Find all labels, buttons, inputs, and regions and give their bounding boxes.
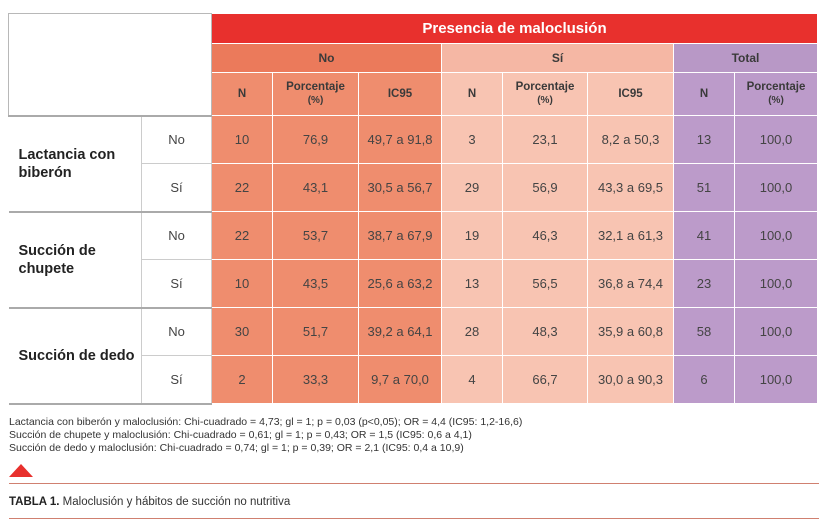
- caption-text: Maloclusión y hábitos de succión no nutr…: [59, 496, 291, 508]
- table-cell: 29: [441, 163, 503, 212]
- table-cell: 100,0: [734, 307, 818, 356]
- table-cell: 30: [211, 307, 273, 356]
- table-cell: 51: [673, 163, 735, 212]
- col-header-n: N: [211, 72, 273, 116]
- table-cell: 22: [211, 211, 273, 260]
- table-cell: 33,3: [272, 355, 359, 404]
- table-cell: 3: [441, 115, 503, 164]
- table-caption: TABLA 1. Maloclusión y hábitos de succió…: [9, 496, 290, 508]
- col-header-ic95: IC95: [358, 72, 442, 116]
- triangle-marker-icon: [9, 464, 33, 477]
- table-cell: 30,0 a 90,3: [587, 355, 674, 404]
- caption-label: TABLA 1.: [9, 496, 60, 508]
- table-cell: 58: [673, 307, 735, 356]
- table-row: Sí 22 43,1 30,5 a 56,7 29 56,9 43,3 a 69…: [9, 163, 818, 213]
- table-row: Lactancia con biberón No 10 76,9 49,7 a …: [8, 114, 818, 213]
- table-cell: 8,2 a 50,3: [587, 115, 674, 164]
- row-group-label: Lactancia con biberón: [8, 114, 142, 213]
- empty-corner-cell: [8, 13, 212, 116]
- table-row: Sí 2 33,3 9,7 a 70,0 4 66,7 30,0 a 90,3 …: [9, 355, 818, 405]
- table-cell: 49,7 a 91,8: [358, 115, 442, 164]
- table-cell: 35,9 a 60,8: [587, 307, 674, 356]
- table-cell: 23,1: [502, 115, 588, 164]
- col-header-percentage: Porcentaje (%): [502, 72, 588, 116]
- table-cell: 13: [441, 259, 503, 308]
- table-cell: 10: [211, 115, 273, 164]
- table-cell: 56,9: [502, 163, 588, 212]
- data-table-container: Presencia de maloclusión No Sí Total N P…: [8, 13, 818, 405]
- table-cell: 43,3 a 69,5: [587, 163, 674, 212]
- col-header-percentage: Porcentaje (%): [272, 72, 359, 116]
- table-cell: 9,7 a 70,0: [358, 355, 442, 404]
- malocclusion-table: Presencia de maloclusión No Sí Total N P…: [8, 13, 818, 405]
- note-line: Lactancia con biberón y maloclusión: Chi…: [9, 416, 523, 428]
- table-cell: 51,7: [272, 307, 359, 356]
- table-row: Succión de dedo No 30 51,7 39,2 a 64,1 2…: [8, 306, 818, 405]
- table-cell: 6: [673, 355, 735, 404]
- table-cell: 48,3: [502, 307, 588, 356]
- table-cell: 13: [673, 115, 735, 164]
- table-cell: 100,0: [734, 211, 818, 260]
- table-cell: 19: [441, 211, 503, 260]
- table-cell: 76,9: [272, 115, 359, 164]
- table-cell: 53,7: [272, 211, 359, 260]
- col-header-n: N: [441, 72, 503, 116]
- table-cell: 43,1: [272, 163, 359, 212]
- col-header-n: N: [673, 72, 735, 116]
- col-header-percentage: Porcentaje (%): [734, 72, 818, 116]
- table-cell: 100,0: [734, 259, 818, 308]
- table-cell: 28: [441, 307, 503, 356]
- table-cell: 2: [211, 355, 273, 404]
- table-cell: 10: [211, 259, 273, 308]
- statistics-notes: Lactancia con biberón y maloclusión: Chi…: [9, 416, 522, 455]
- row-label: Sí: [141, 163, 212, 213]
- table-cell: 43,5: [272, 259, 359, 308]
- table-cell: 39,2 a 64,1: [358, 307, 442, 356]
- row-group-label: Succión de dedo: [8, 306, 142, 405]
- main-header: Presencia de maloclusión: [211, 13, 818, 44]
- group-header-si: Sí: [441, 43, 674, 73]
- group-header-no: No: [211, 43, 442, 73]
- row-label: No: [141, 114, 212, 164]
- table-cell: 100,0: [734, 355, 818, 404]
- table-cell: 32,1 a 61,3: [587, 211, 674, 260]
- table-cell: 25,6 a 63,2: [358, 259, 442, 308]
- table-cell: 100,0: [734, 115, 818, 164]
- table-cell: 56,5: [502, 259, 588, 308]
- table-row: Succión de chupete No 22 53,7 38,7 a 67,…: [8, 210, 818, 309]
- group-header-total: Total: [673, 43, 818, 73]
- row-group-label: Succión de chupete: [8, 210, 142, 309]
- note-line: Succión de chupete y maloclusión: Chi-cu…: [9, 429, 472, 441]
- table-cell: 22: [211, 163, 273, 212]
- row-label: Sí: [141, 355, 212, 405]
- table-cell: 4: [441, 355, 503, 404]
- table-cell: 41: [673, 211, 735, 260]
- table-row: Sí 10 43,5 25,6 a 63,2 13 56,5 36,8 a 74…: [9, 259, 818, 309]
- row-label: Sí: [141, 259, 212, 309]
- table-cell: 36,8 a 74,4: [587, 259, 674, 308]
- table-cell: 100,0: [734, 163, 818, 212]
- row-label: No: [141, 306, 212, 356]
- row-label: No: [141, 210, 212, 260]
- table-cell: 23: [673, 259, 735, 308]
- table-cell: 38,7 a 67,9: [358, 211, 442, 260]
- divider: [9, 518, 819, 519]
- table-cell: 46,3: [502, 211, 588, 260]
- divider: [9, 483, 819, 484]
- table-cell: 66,7: [502, 355, 588, 404]
- col-header-ic95: IC95: [587, 72, 674, 116]
- table-cell: 30,5 a 56,7: [358, 163, 442, 212]
- note-line: Succión de dedo y maloclusión: Chi-cuadr…: [9, 442, 464, 454]
